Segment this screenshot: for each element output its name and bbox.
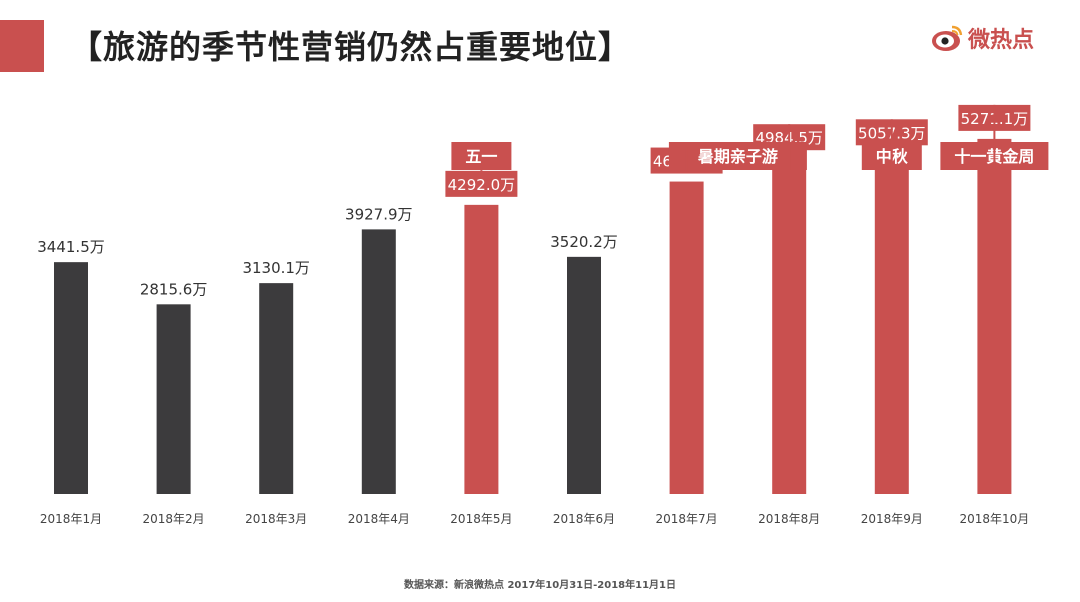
- annotation-label-2: 暑期亲子游: [697, 147, 778, 166]
- category-label-1: 2018年1月: [40, 512, 102, 526]
- value-label-6: 3520.2万: [550, 233, 618, 251]
- bar-8: [772, 158, 807, 495]
- bar-5: [464, 204, 499, 494]
- annotation-box-1: [451, 142, 512, 170]
- bar-1: [54, 262, 88, 494]
- annotation-box-2: [668, 142, 807, 170]
- bar-2: [156, 304, 191, 494]
- value-label-3: 3130.1万: [242, 259, 310, 277]
- annotation-label-1: 五一: [465, 147, 497, 166]
- category-label-10: 2018年10月: [959, 512, 1029, 526]
- weibo-logo: 微热点: [930, 22, 1034, 54]
- bar-7: [669, 181, 704, 495]
- page-title: 【旅游的季节性营销仍然占重要地位】: [70, 28, 632, 66]
- value-label-4: 3927.9万: [345, 205, 413, 223]
- weibo-eye-icon: [931, 25, 963, 51]
- category-label-5: 2018年5月: [450, 512, 512, 526]
- category-label-8: 2018年8月: [758, 512, 820, 526]
- bar-4: [361, 229, 396, 494]
- bar-9: [874, 153, 909, 495]
- category-label-3: 2018年3月: [245, 512, 307, 526]
- category-label-2: 2018年2月: [143, 512, 205, 526]
- title-accent-block: [0, 20, 44, 72]
- category-label-4: 2018年4月: [348, 512, 410, 526]
- value-label-2: 2815.6万: [140, 280, 208, 298]
- category-label-9: 2018年9月: [861, 512, 923, 526]
- bar-10: [977, 138, 1012, 494]
- value-label-1: 3441.5万: [37, 238, 105, 256]
- bar-6: [567, 256, 601, 494]
- category-label-6: 2018年6月: [553, 512, 615, 526]
- data-source-note: 数据来源：新浪微热点 2017年10月31日-2018年11月1日: [403, 580, 676, 591]
- bar-3: [259, 283, 294, 494]
- logo-text: 微热点: [967, 28, 1034, 53]
- value-label-box-5: [445, 170, 518, 197]
- category-label-7: 2018年7月: [656, 512, 718, 526]
- value-label-5: 4292.0万: [448, 176, 516, 194]
